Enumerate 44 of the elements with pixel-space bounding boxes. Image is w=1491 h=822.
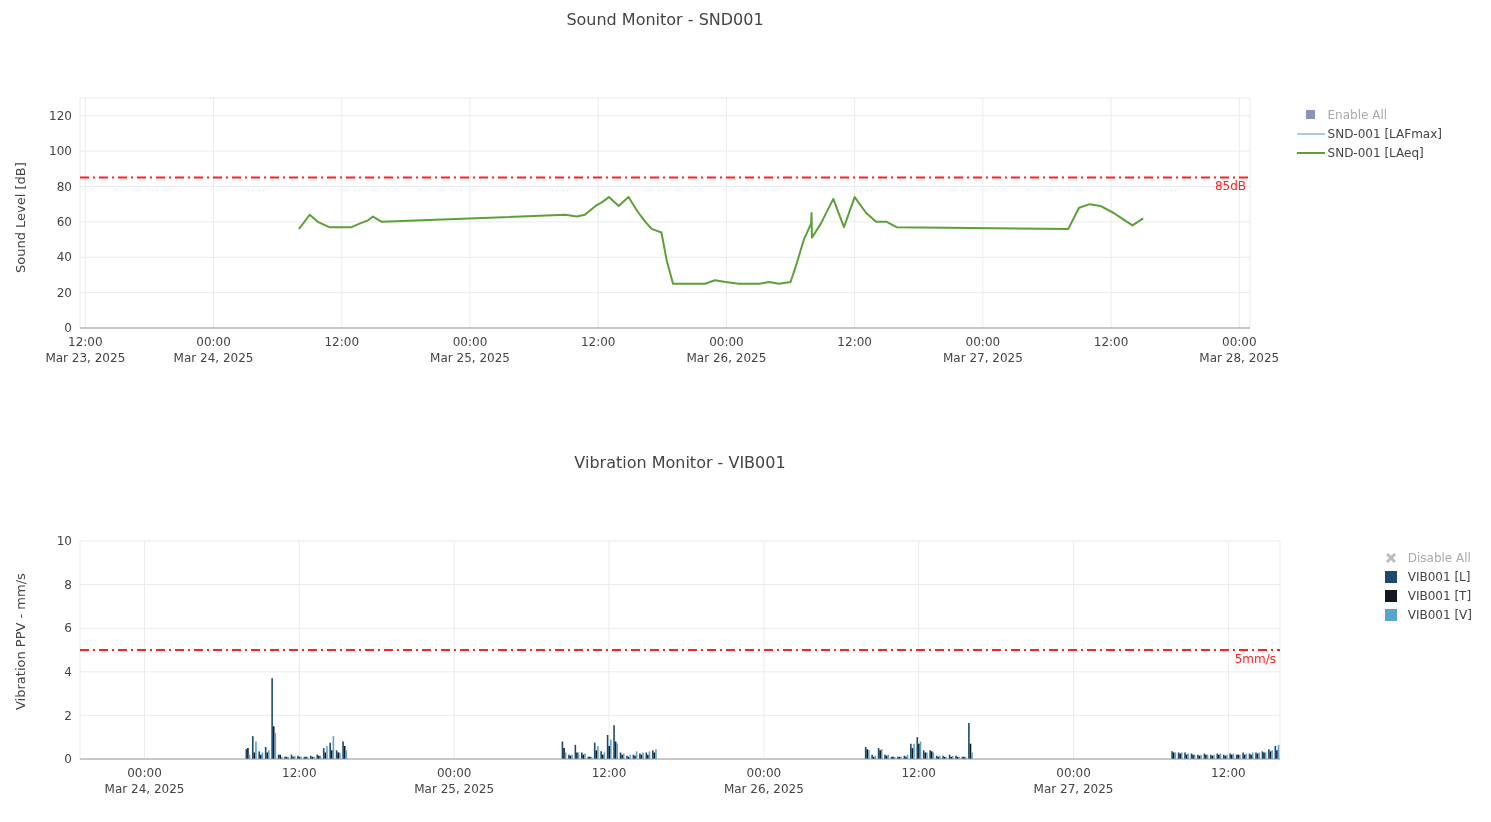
x-tick-label: 00:00 Mar 27, 2025 xyxy=(942,335,1023,365)
y-tick-label: 10 xyxy=(56,534,72,549)
text: Enable All xyxy=(1327,107,1388,122)
text: Disable All xyxy=(1407,550,1471,565)
x-tick-label: 00:00 Mar 27, 2025 xyxy=(1033,766,1114,796)
y-tick-label: 80 xyxy=(56,179,72,194)
x-tick-label: 12:00 Mar 23, 2025 xyxy=(45,335,126,365)
x-tick-label: 12:00 xyxy=(1093,335,1129,349)
legend-label: SND-001 [LAFmax] xyxy=(1327,126,1442,141)
x-tick-label: 12:00 xyxy=(837,335,872,349)
ref-line-label: 85dB xyxy=(1214,179,1246,194)
x-tick-label: 00:00 Mar 26, 2025 xyxy=(723,766,804,796)
legend-label: VIB001 [L] xyxy=(1407,569,1471,584)
x-tick-label: 12:00 xyxy=(324,335,360,349)
x-tick-label: 00:00 Mar 24, 2025 xyxy=(173,335,254,365)
x-tick-label: 00:00 Mar 26, 2025 xyxy=(686,335,767,365)
y-tick-label: 8 xyxy=(64,577,72,592)
x-tick-label: 12:00 xyxy=(901,766,937,780)
x-tick-label: 00:00 Mar 24, 2025 xyxy=(104,766,185,796)
chart-title: Vibration Monitor - VIB001 xyxy=(573,453,787,472)
y-tick-label: 40 xyxy=(56,250,72,265)
y-tick-label: 4 xyxy=(64,665,72,680)
legend-label: VIB001 [T] xyxy=(1407,588,1472,603)
x-tick-label: 12:00 xyxy=(1211,766,1246,780)
y-tick-label: 0 xyxy=(64,321,72,336)
y-tick-label: 60 xyxy=(56,215,72,230)
legend-label: SND-001 [LAeq] xyxy=(1327,145,1424,160)
x-tick-label: 00:00 Mar 28, 2025 xyxy=(1199,335,1280,365)
y-tick-label: 0 xyxy=(64,752,72,767)
x-tick-label: 00:00 Mar 25, 2025 xyxy=(414,766,495,796)
x-tick-label: 12:00 xyxy=(591,766,627,780)
legend-label: VIB001 [V] xyxy=(1407,607,1472,622)
x-tick-label: 12:00 xyxy=(282,766,317,780)
y-tick-label: 6 xyxy=(64,621,72,636)
x-tick-label: 12:00 xyxy=(580,335,616,349)
y-tick-label: 120 xyxy=(49,108,72,123)
ref-line-label: 5mm/s xyxy=(1234,651,1276,666)
y-tick-label: 100 xyxy=(49,144,72,159)
chart-title: Sound Monitor - SND001 xyxy=(565,10,765,29)
y-tick-label: 20 xyxy=(56,285,72,300)
y-axis-title: Vibration PPV - mm/s xyxy=(12,572,28,710)
x-tick-label: 00:00 Mar 25, 2025 xyxy=(430,335,510,365)
y-tick-label: 2 xyxy=(64,708,72,723)
y-axis-title: Sound Level [dB] xyxy=(12,162,28,273)
